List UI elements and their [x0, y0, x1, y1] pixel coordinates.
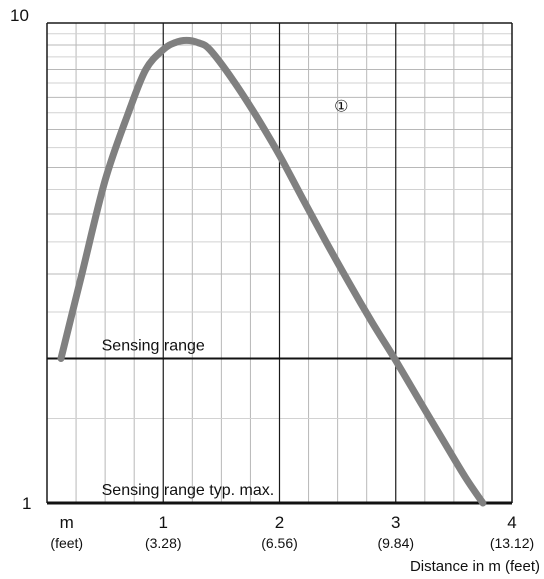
x-tick-label-4: 4 [507, 513, 516, 532]
x-unit-sub-label: (feet) [50, 535, 83, 551]
y-tick-label-1: 1 [22, 494, 31, 513]
sensing-range-label: Sensing range [102, 338, 205, 355]
x-tick-sub-label-4: (13.12) [490, 535, 534, 551]
x-tick-sub-label-3: (9.84) [377, 535, 414, 551]
x-tick-sub-label-2: (6.56) [261, 535, 298, 551]
grid-major-lines [46, 22, 513, 503]
x-axis-title: Distance in m (feet) [410, 558, 540, 575]
x-tick-label-3: 3 [391, 513, 400, 532]
series-label: ① [334, 98, 348, 115]
reference-lines [47, 357, 512, 505]
x-tick-label-2: 2 [275, 513, 284, 532]
y-tick-label-10: 10 [10, 6, 29, 25]
x-tick-label-1: 1 [159, 513, 168, 532]
x-tick-sub-label-1: (3.28) [145, 535, 182, 551]
sensing-range-typ-max-label: Sensing range typ. max. [102, 482, 275, 499]
x-unit-label: m [60, 513, 74, 532]
series-line [57, 36, 487, 507]
